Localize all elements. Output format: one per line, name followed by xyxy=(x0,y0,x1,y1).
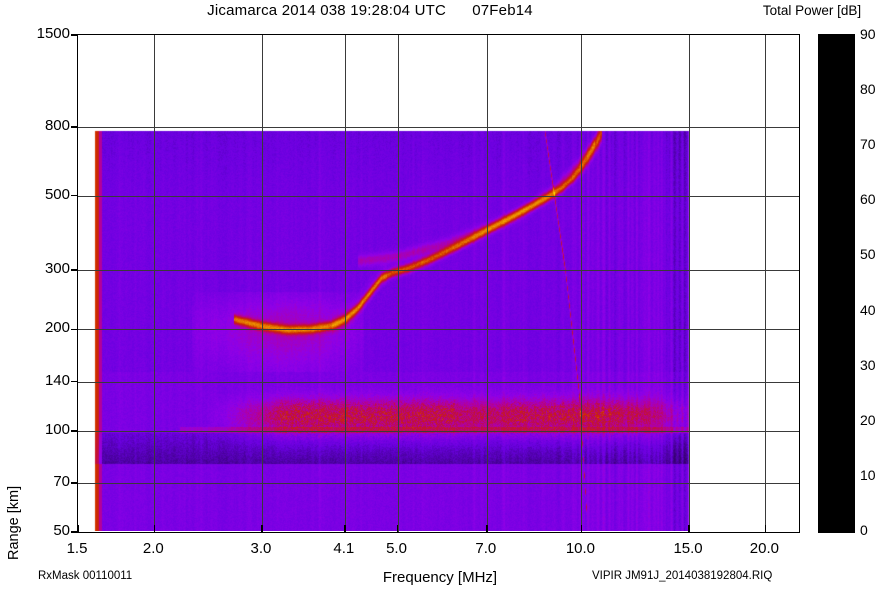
colorbar-tick-mark xyxy=(847,90,854,92)
vipir-filename-text: VIPIR JM91J_2014038192804.RIQ xyxy=(592,570,773,582)
colorbar-tick-mark xyxy=(819,310,826,313)
x-tick-mark xyxy=(396,525,399,532)
gridline-vertical xyxy=(261,35,263,532)
gridline-vertical xyxy=(486,35,488,532)
ionogram-heatmap xyxy=(78,35,799,531)
colorbar-tick-mark xyxy=(819,365,826,368)
y-tick-mark xyxy=(71,429,78,432)
gridline-horizontal xyxy=(78,482,799,484)
y-tick-label: 500 xyxy=(44,185,70,203)
colorbar[interactable] xyxy=(818,34,855,533)
gridline-horizontal xyxy=(78,195,799,197)
y-tick-mark xyxy=(71,34,78,36)
colorbar-tick-mark xyxy=(847,475,854,478)
x-tick-label: 7.0 xyxy=(475,540,497,557)
y-tick-mark xyxy=(71,126,78,128)
y-tick-mark xyxy=(71,482,78,484)
y-tick-label: 200 xyxy=(44,319,70,337)
colorbar-tick-label: 90 xyxy=(860,26,876,42)
colorbar-tick-mark xyxy=(847,145,854,147)
y-axis-label: Range [km] xyxy=(6,485,22,560)
y-tick-label: 140 xyxy=(44,371,70,389)
y-tick-mark xyxy=(71,531,78,533)
y-tick-label: 300 xyxy=(44,260,70,278)
colorbar-tick-mark xyxy=(847,310,854,313)
gridline-vertical xyxy=(689,35,691,532)
y-tick-label: 800 xyxy=(44,116,70,134)
colorbar-tick-label: 10 xyxy=(860,466,876,483)
y-tick-label: 50 xyxy=(53,522,70,539)
x-tick-mark xyxy=(485,525,488,532)
plot-area[interactable] xyxy=(71,34,800,533)
y-tick-mark xyxy=(71,194,78,197)
colorbar-tick-mark xyxy=(847,365,854,368)
x-tick-mark xyxy=(77,525,79,532)
y-tick-label: 100 xyxy=(44,420,70,438)
rxmask-text: RxMask 00110011 xyxy=(38,570,133,582)
x-tick-label: 1.5 xyxy=(66,540,88,557)
colorbar-tick-label: 0 xyxy=(860,522,868,538)
x-tick-label: 5.0 xyxy=(386,540,407,557)
gridline-vertical xyxy=(154,35,156,532)
gridline-horizontal xyxy=(78,381,799,383)
x-tick-mark xyxy=(688,525,690,532)
colorbar-tick-label: 80 xyxy=(860,81,876,98)
x-tick-mark xyxy=(344,525,346,532)
colorbar-tick-mark xyxy=(847,420,854,423)
x-tick-label: 20.0 xyxy=(749,540,779,557)
colorbar-tick-mark xyxy=(819,200,826,202)
colorbar-tick-label: 30 xyxy=(860,356,876,373)
colorbar-tick-mark xyxy=(819,255,826,257)
x-tick-label: 4.1 xyxy=(333,540,355,557)
y-tick-mark xyxy=(71,269,78,271)
colorbar-tick-label: 70 xyxy=(860,136,876,153)
colorbar-tick-label: 20 xyxy=(860,411,876,428)
gridline-horizontal xyxy=(78,329,799,331)
gridline-horizontal xyxy=(78,126,799,128)
gridline-vertical xyxy=(765,35,767,532)
colorbar-tick-mark xyxy=(819,90,826,92)
colorbar-tick-mark xyxy=(819,475,826,478)
gridline-vertical xyxy=(581,35,583,532)
gridline-horizontal xyxy=(78,430,799,432)
figure-title: Jicamarca 2014 038 19:28:04 UTC 07Feb14 xyxy=(207,2,533,19)
x-tick-label: 3.0 xyxy=(250,540,272,557)
x-tick-mark xyxy=(580,525,583,532)
y-tick-label: 70 xyxy=(53,472,70,490)
colorbar-tick-mark xyxy=(847,255,854,257)
colorbar-title: Total Power [dB] xyxy=(762,3,862,18)
x-tick-mark xyxy=(764,525,767,532)
colorbar-tick-label: 60 xyxy=(860,191,876,208)
x-tick-label: 15.0 xyxy=(673,540,703,557)
gridline-vertical xyxy=(397,35,399,532)
x-axis-label: Frequency [MHz] xyxy=(382,569,498,586)
colorbar-tick-mark xyxy=(819,145,826,147)
colorbar-tick-label: 50 xyxy=(860,246,876,263)
colorbar-tick-mark xyxy=(847,200,854,202)
gridline-vertical xyxy=(344,35,346,532)
colorbar-tick-mark xyxy=(819,420,826,423)
y-tick-mark xyxy=(71,328,78,331)
y-tick-mark xyxy=(71,380,78,383)
y-tick-label: 1500 xyxy=(36,25,70,42)
colorbar-gradient xyxy=(819,35,854,532)
x-tick-label: 10.0 xyxy=(565,540,596,557)
x-tick-label: 2.0 xyxy=(142,540,164,557)
x-tick-mark xyxy=(153,525,156,532)
gridline-horizontal xyxy=(78,270,799,272)
x-tick-mark xyxy=(261,525,263,532)
colorbar-tick-label: 40 xyxy=(860,301,876,318)
